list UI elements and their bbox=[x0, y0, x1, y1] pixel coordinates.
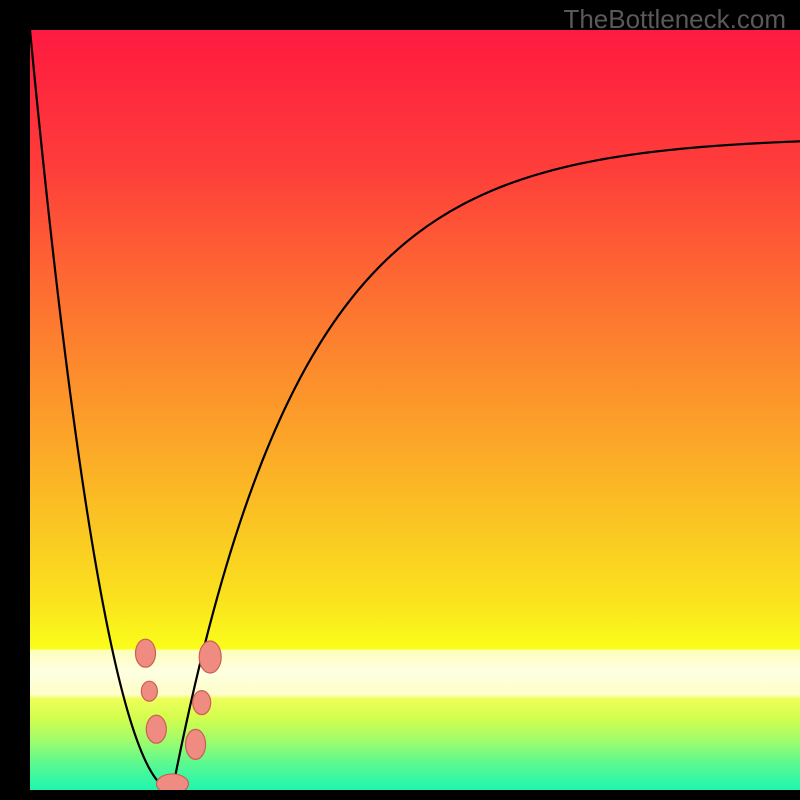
watermark-text: TheBottleneck.com bbox=[563, 4, 786, 35]
marker-blob bbox=[193, 691, 211, 715]
marker-blob bbox=[146, 715, 166, 743]
marker-blob bbox=[199, 641, 221, 673]
marker-blob bbox=[186, 729, 206, 759]
marker-blob bbox=[136, 639, 156, 667]
frame-bottom bbox=[0, 790, 800, 800]
bottleneck-chart: TheBottleneck.com bbox=[0, 0, 800, 800]
frame-left bbox=[0, 0, 30, 800]
chart-svg bbox=[0, 0, 800, 800]
marker-blob bbox=[141, 681, 157, 701]
plot-background bbox=[30, 30, 800, 790]
